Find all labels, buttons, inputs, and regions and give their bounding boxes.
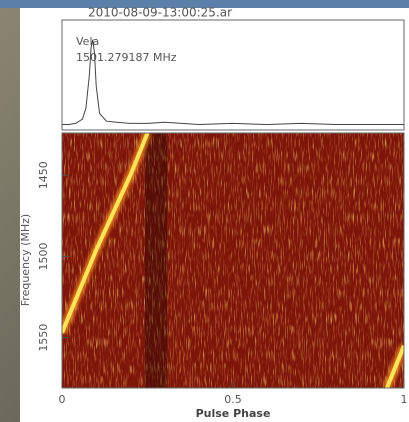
heatmap-noise bbox=[62, 133, 404, 388]
profile-frame bbox=[61, 19, 405, 131]
dark-band bbox=[145, 133, 167, 388]
annotation: Vela bbox=[76, 35, 99, 48]
y-tick-label: 1550 bbox=[37, 324, 50, 352]
y-tick-label: 1500 bbox=[37, 242, 50, 270]
annotation: 1501.279187 MHz bbox=[76, 51, 177, 64]
x-tick-label: 1 bbox=[401, 393, 408, 406]
chart-title: 2010-08-09-13:00:25.ar bbox=[88, 6, 232, 20]
y-axis-label: Frequency (MHz) bbox=[19, 214, 32, 306]
profile-line bbox=[62, 39, 404, 126]
background-sky bbox=[0, 0, 409, 8]
x-tick-label: 0 bbox=[59, 393, 66, 406]
heatmap bbox=[62, 133, 404, 388]
pulse-track bbox=[62, 133, 404, 388]
x-tick-label: 0.5 bbox=[224, 393, 242, 406]
y-tick-label: 1450 bbox=[37, 161, 50, 189]
x-axis-label: Pulse Phase bbox=[196, 407, 271, 420]
